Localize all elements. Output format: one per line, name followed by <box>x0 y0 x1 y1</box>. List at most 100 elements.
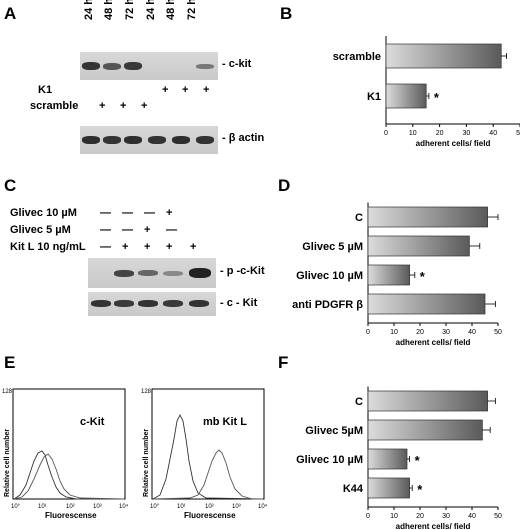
chart-d-category-3: anti PDGFR β <box>292 299 363 311</box>
chart-b-bar-1 <box>385 83 427 109</box>
chart-d-category-0: C <box>355 212 363 224</box>
panel-label-b: B <box>280 4 293 23</box>
p-c-kit-band-2 <box>114 270 134 277</box>
mark-g10-2: — <box>122 207 133 219</box>
hist2-xtick-4: 10⁴ <box>258 503 268 510</box>
actin-band-3 <box>124 136 142 144</box>
p-c-kit-blot <box>88 258 216 288</box>
chart-b-bar-0 <box>385 43 502 69</box>
row-label-k1: K1 <box>38 84 53 96</box>
hist1-ylabel: Relative cell number <box>4 429 11 497</box>
hist1-xtick-3: 10³ <box>93 504 102 510</box>
c-kit-c-band-1 <box>91 300 111 307</box>
c-kit-blot <box>80 52 218 80</box>
chart-f-category-1: Glivec 5µM <box>305 425 363 437</box>
c-kit-c-blot <box>88 292 216 316</box>
chart-d-bar-1 <box>367 235 470 257</box>
chart-b-xtick-5: 50 <box>516 130 520 137</box>
mark-scramble-3: + <box>141 100 148 112</box>
hist2-xtick-0: 10° <box>150 504 160 510</box>
row-label-scramble: scramble <box>30 100 79 112</box>
panel-label-f: F <box>278 353 289 372</box>
mark-kitl-5: + <box>190 241 197 253</box>
chart-b-xtick-2: 20 <box>436 130 444 137</box>
mark-k1-6: + <box>203 84 210 96</box>
hist2-ylabel: Relative cell number <box>143 429 150 497</box>
mark-scramble-2: + <box>120 100 127 112</box>
hist1-xtick-4: 10⁴ <box>119 503 129 510</box>
row-label-glivec10: Glivec 10 µM <box>10 207 77 219</box>
p-c-kit-band-4 <box>163 271 183 276</box>
row-label-glivec5: Glivec 5 µM <box>10 224 71 236</box>
hist1-curve-ckit <box>13 453 125 500</box>
chart-f-bar-1 <box>367 419 483 441</box>
chart-f-xtick-0: 0 <box>366 513 370 520</box>
c-kit-band-6 <box>196 64 214 69</box>
p-c-kit-band-3 <box>138 270 158 276</box>
panel-label-e: E <box>4 353 16 372</box>
actin-band-1 <box>82 136 100 144</box>
mark-k1-4: + <box>162 84 169 96</box>
mark-kitl-1: — <box>100 241 111 253</box>
chart-d-bar-2 <box>367 264 410 286</box>
hist1-xtick-0: 10° <box>11 504 21 510</box>
chart-d-bar-0 <box>367 206 488 228</box>
c-kit-c-band-4 <box>163 300 183 307</box>
chart-d-xtick-5: 50 <box>494 329 502 336</box>
chart-b-xtick-4: 40 <box>489 130 497 137</box>
chart-f-xlabel: adherent cells/ field <box>396 522 471 530</box>
p-c-kit-band-label: - p -c-Kit <box>220 265 265 277</box>
chart-f-bar-3 <box>367 477 410 499</box>
c-kit-c-band-3 <box>138 300 158 307</box>
panel-c-blot: Glivec 10 µM — — — + Glivec 5 µM — — + —… <box>0 0 270 350</box>
chart-d-xtick-1: 10 <box>390 329 398 336</box>
mark-g10-3: — <box>144 207 155 219</box>
chart-b-category-1: K1 <box>367 91 381 103</box>
chart-d-xtick-0: 0 <box>366 329 370 336</box>
mark-g5-1: — <box>100 224 111 236</box>
chart-d-xtick-2: 20 <box>416 329 424 336</box>
chart-d-xtick-4: 40 <box>468 329 476 336</box>
chart-d-significance-2: * <box>420 269 426 284</box>
hist1-ymax: 128 <box>2 389 13 395</box>
hist2-curve-kitl <box>152 449 263 500</box>
c-kit-band-1 <box>82 62 100 70</box>
mark-g5-2: — <box>122 224 133 236</box>
chart-d-bar-3 <box>367 293 486 315</box>
chart-f-xtick-3: 30 <box>442 513 450 520</box>
chart-f-category-3: K44 <box>343 483 364 495</box>
c-kit-band-label: - c-kit <box>222 58 252 70</box>
panel-e-histograms: c-Kit 128 Relative cell number Fluoresce… <box>2 388 268 520</box>
actin-band-label: - β actin <box>222 132 265 144</box>
p-c-kit-band-5 <box>189 268 211 278</box>
c-kit-band-2 <box>103 63 121 70</box>
c-kit-c-band-5 <box>189 300 209 307</box>
row-label-kitl: Kit L 10 ng/mL <box>10 241 86 253</box>
chart-f-xtick-5: 50 <box>494 513 502 520</box>
hist1-xlabel: Fluorescense <box>45 511 97 520</box>
hist1-frame <box>12 388 126 500</box>
hist2-title: mb Kit L <box>203 416 247 428</box>
hist2-curve-control <box>152 413 264 500</box>
chart-d-category-1: Glivec 5 µM <box>302 241 363 253</box>
chart-f-significance-3: * <box>417 482 423 497</box>
chart-b-xtick-0: 0 <box>384 130 388 137</box>
chart-f-significance-2: * <box>415 453 421 468</box>
chart-f-bar-2 <box>367 448 408 470</box>
mark-g5-3: + <box>144 224 151 236</box>
actin-band-4 <box>148 136 166 144</box>
chart-b-category-0: scramble <box>333 51 381 63</box>
hist2-xtick-3: 10³ <box>232 504 241 510</box>
hist1-curve-control <box>13 450 124 500</box>
chart-f-xtick-1: 10 <box>390 513 398 520</box>
mark-g10-4: + <box>166 207 173 219</box>
chart-f-xtick-4: 40 <box>468 513 476 520</box>
chart-b-xtick-1: 10 <box>409 130 417 137</box>
chart-f-xtick-2: 20 <box>416 513 424 520</box>
panel-label-d: D <box>278 176 291 195</box>
mark-k1-5: + <box>182 84 189 96</box>
actin-band-6 <box>196 136 214 144</box>
chart-d-category-2: Glivec 10 µM <box>296 270 363 282</box>
c-kit-band-3 <box>124 62 142 70</box>
chart-b-significance-1: * <box>434 90 440 105</box>
